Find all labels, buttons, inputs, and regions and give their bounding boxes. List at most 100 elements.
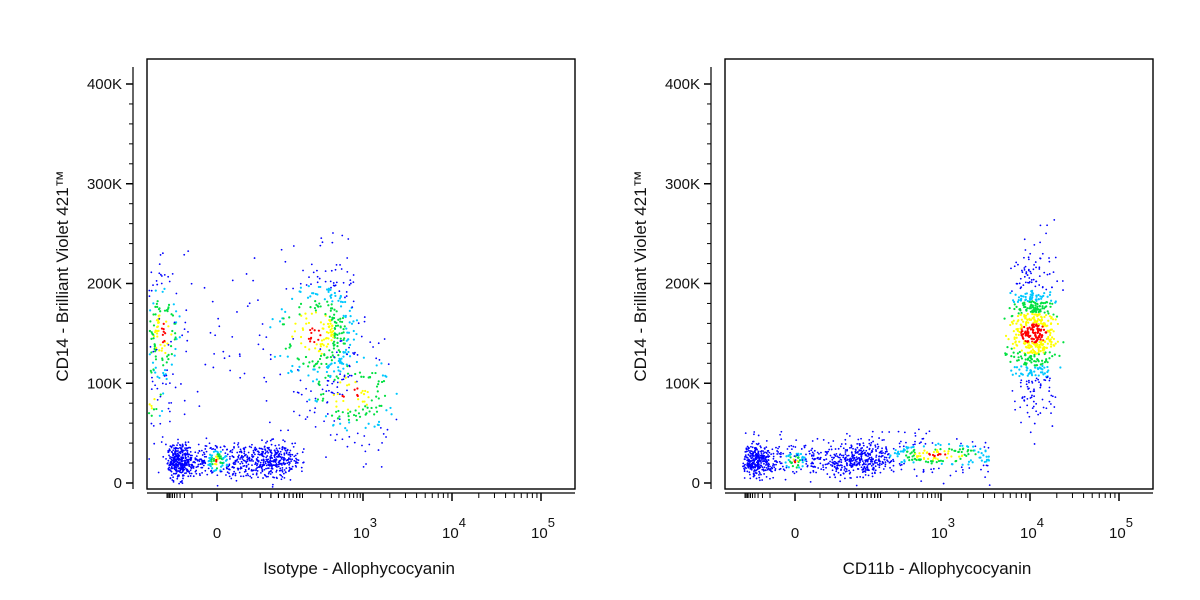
scatter-point [373, 425, 376, 428]
scatter-point [254, 449, 257, 452]
scatter-point [1028, 277, 1031, 279]
scatter-point [922, 451, 925, 455]
scatter-point [243, 464, 246, 467]
scatter-point [279, 429, 282, 432]
scatter-point [759, 466, 762, 469]
scatter-point [758, 470, 761, 473]
scatter-point [265, 441, 267, 444]
x-tick-label-exponent: 4 [459, 515, 466, 530]
scatter-point [761, 458, 763, 460]
scatter-point [762, 452, 765, 455]
scatter-point [330, 391, 333, 394]
scatter-point [1056, 280, 1059, 283]
points-layer [742, 219, 1065, 487]
scatter-point [888, 461, 891, 464]
scatter-point [850, 445, 853, 448]
scatter-point [252, 460, 254, 462]
plot-frame [146, 58, 576, 490]
scatter-point [884, 463, 887, 466]
scatter-point [238, 454, 240, 457]
scatter-point [377, 397, 380, 400]
scatter-point [987, 455, 990, 458]
scatter-point [368, 443, 371, 446]
scatter-point [1013, 355, 1016, 358]
scatter-point [1015, 336, 1018, 339]
scatter-point [984, 441, 987, 444]
scatter-point [871, 430, 874, 433]
scatter-point [314, 407, 317, 410]
scatter-point [1036, 330, 1040, 333]
scatter-point [304, 355, 308, 359]
scatter-point [313, 329, 316, 332]
scatter-point [763, 458, 765, 460]
scatter-point [223, 445, 226, 448]
scatter-point [881, 447, 883, 450]
scatter-point [329, 309, 332, 312]
scatter-point [267, 458, 270, 461]
scatter-point [245, 273, 248, 275]
scatter-point [150, 407, 153, 410]
scatter-point [790, 448, 793, 451]
scatter-point [258, 465, 261, 468]
scatter-point [1028, 359, 1032, 362]
scatter-point [158, 317, 161, 320]
scatter-point [170, 461, 173, 464]
scatter-point [253, 257, 256, 259]
scatter-point [1056, 340, 1059, 343]
scatter-point [1046, 310, 1049, 313]
scatter-point [283, 477, 286, 479]
scatter-point [1036, 319, 1039, 323]
scatter-point [750, 468, 753, 471]
scatter-point [881, 450, 883, 452]
scatter-point [292, 287, 294, 290]
scatter-point [377, 449, 380, 451]
scatter-point [767, 456, 769, 458]
scatter-point [867, 453, 870, 456]
scatter-point [302, 269, 304, 272]
x-tick-label-exponent: 3 [948, 515, 955, 530]
scatter-point [293, 330, 297, 333]
scatter-point [1037, 345, 1040, 349]
scatter-point [261, 439, 263, 442]
scatter-point [173, 447, 176, 450]
scatter-point [183, 466, 186, 468]
scatter-point [1050, 340, 1053, 344]
scatter-point [185, 444, 188, 447]
x-tick-label: 103 [353, 515, 377, 542]
scatter-point [757, 434, 760, 437]
scatter-point [221, 461, 224, 465]
scatter-point [305, 317, 308, 320]
scatter-point [158, 272, 161, 275]
scatter-point [1010, 369, 1013, 372]
scatter-point [161, 357, 164, 360]
scatter-point [853, 462, 856, 465]
scatter-point [190, 466, 192, 469]
scatter-point [248, 445, 251, 448]
scatter-point [160, 327, 164, 330]
scatter-point [285, 467, 288, 470]
scatter-point [856, 460, 858, 463]
scatter-point [1025, 362, 1028, 365]
scatter-point [1040, 297, 1043, 300]
scatter-point [177, 474, 180, 477]
scatter-point [241, 462, 244, 465]
scatter-point [152, 302, 155, 305]
scatter-point [149, 309, 152, 312]
scatter-point [307, 337, 311, 340]
scatter-point [958, 444, 962, 447]
scatter-point [1052, 337, 1056, 341]
scatter-point [152, 313, 155, 316]
scatter-point [195, 455, 198, 458]
scatter-point [1022, 320, 1025, 323]
scatter-point [275, 476, 278, 479]
scatter-point [749, 477, 752, 480]
scatter-point [1049, 305, 1052, 308]
scatter-point [189, 469, 192, 472]
scatter-point [251, 469, 254, 472]
scatter-point [319, 345, 323, 348]
scatter-point [279, 459, 282, 462]
scatter-point [270, 443, 273, 446]
scatter-point [156, 300, 159, 303]
scatter-point [1049, 291, 1052, 294]
scatter-point [258, 334, 261, 337]
